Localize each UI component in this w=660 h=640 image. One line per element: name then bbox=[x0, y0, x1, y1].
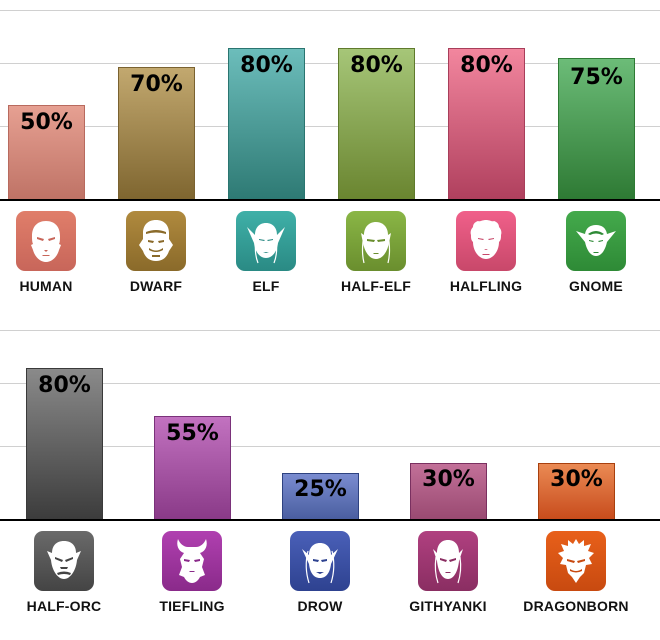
gridline bbox=[0, 383, 660, 384]
bar-tiefling: 55% bbox=[154, 416, 231, 520]
category-label-human: HUMAN bbox=[19, 278, 73, 294]
bar-elf: 80% bbox=[228, 48, 305, 200]
bar-halfling: 80% bbox=[448, 48, 525, 200]
tiefling-face-icon bbox=[162, 531, 222, 591]
elf-face-icon bbox=[236, 211, 296, 271]
dwarf-face-icon bbox=[126, 211, 186, 271]
bar-dragonborn: 30% bbox=[538, 463, 615, 520]
category-label-dwarf: DWARF bbox=[129, 278, 183, 294]
category-label-githyanki: GITHYANKI bbox=[409, 598, 487, 614]
top-chart: 50% 70% 80% 80% 80% 75% HUMAN DWARF ELF … bbox=[0, 10, 660, 294]
gnome-face-icon bbox=[566, 211, 626, 271]
category-label-dragonborn: DRAGONBORN bbox=[523, 598, 629, 614]
bar-value-label: 70% bbox=[130, 72, 183, 97]
category-label-halfling: HALFLING bbox=[449, 278, 523, 294]
bar-value-label: 80% bbox=[460, 53, 513, 78]
bar-human: 50% bbox=[8, 105, 85, 200]
gridline bbox=[0, 446, 660, 447]
category-label-half-orc: HALF-ORC bbox=[26, 598, 102, 614]
category-label-drow: DROW bbox=[297, 598, 343, 614]
halfling-face-icon bbox=[456, 211, 516, 271]
gridline bbox=[0, 63, 660, 64]
bar-value-label: 75% bbox=[570, 65, 623, 90]
category-label-half-elf: HALF-ELF bbox=[340, 278, 412, 294]
bar-value-label: 25% bbox=[294, 477, 347, 502]
half-elf-face-icon bbox=[346, 211, 406, 271]
drow-face-icon bbox=[290, 531, 350, 591]
bar-half-orc: 80% bbox=[26, 368, 103, 520]
human-face-icon bbox=[16, 211, 76, 271]
bar-value-label: 30% bbox=[550, 467, 603, 492]
bar-gnome: 75% bbox=[558, 58, 635, 200]
bottom-chart: 80% 55% 25% 30% 30% HALF-ORC TIEFLING DR… bbox=[0, 320, 660, 640]
bar-value-label: 30% bbox=[422, 467, 475, 492]
bar-value-label: 80% bbox=[240, 53, 293, 78]
gridline bbox=[0, 126, 660, 127]
bar-drow: 25% bbox=[282, 473, 359, 520]
dragonborn-face-icon bbox=[546, 531, 606, 591]
bar-half-elf: 80% bbox=[338, 48, 415, 200]
bar-githyanki: 30% bbox=[410, 463, 487, 520]
category-label-elf: ELF bbox=[252, 278, 280, 294]
gridline bbox=[0, 10, 660, 11]
githyanki-face-icon bbox=[418, 531, 478, 591]
category-label-tiefling: TIEFLING bbox=[159, 598, 225, 614]
bar-value-label: 55% bbox=[166, 421, 219, 446]
bar-value-label: 80% bbox=[38, 373, 91, 398]
half-orc-face-icon bbox=[34, 531, 94, 591]
bar-value-label: 50% bbox=[20, 110, 73, 135]
gridline bbox=[0, 330, 660, 331]
x-axis-baseline bbox=[0, 519, 660, 521]
category-label-gnome: GNOME bbox=[569, 278, 623, 294]
x-axis-baseline bbox=[0, 199, 660, 201]
bar-dwarf: 70% bbox=[118, 67, 195, 200]
bar-value-label: 80% bbox=[350, 53, 403, 78]
